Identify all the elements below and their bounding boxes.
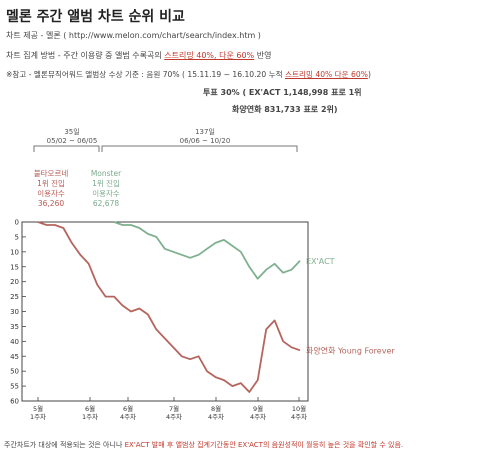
red-annotation-title: 불타오르네 [33,169,69,178]
y-tick-label: 20 [10,278,19,286]
footer-highlight: EX'ACT 발매 후 앨범상 집계기간동안 EX'ACT의 음원성적이 월등히… [124,441,404,449]
y-tick-label: 30 [10,308,19,316]
x-tick-label-week: 4주차 [250,412,266,421]
red-annotation: 불타오르네 1위 진입 이용자수 36,260 [30,169,72,209]
series-label-exact: EX'ACT [306,257,335,266]
y-tick-label: 45 [10,353,19,361]
x-tick-label-week: 4주차 [208,412,224,421]
vote-line-1: 투표 30% ( EX'ACT 1,148,998 표로 1위 [203,88,362,97]
x-tick-label-month: 7월 [169,404,179,413]
red-annotation-users-label: 이용자수 [37,189,65,198]
first-period-range: 05/02 ~ 06/05 [46,137,98,145]
first-brace [33,145,100,152]
x-tick-label-week: 4주차 [166,412,182,421]
first-period-label: 35일 05/02 ~ 06/05 [42,127,102,145]
first-period-days: 35일 [64,128,80,136]
reference-highlight: 스트리밍 40% 다운 60% [285,70,368,79]
green-annotation-users-value: 62,678 [92,199,120,208]
y-tick-label: 35 [10,323,19,331]
x-tick-label-month: 5월 [33,404,43,413]
y-tick-label: 25 [10,293,19,301]
vote-line-2: 화양연화 831,733 표로 2위) [232,105,338,114]
footer-note: 주간차트가 대상에 적용되는 것은 아니나 EX'ACT 발매 후 앨범상 집계… [4,440,403,450]
y-tick-label: 10 [10,248,19,256]
series-label-young-forever: 화양연화 Young Forever [306,346,395,355]
green-annotation: Monster 1위 진입 이용자수 62,678 [86,169,126,209]
x-tick-label-month: 6월 [123,404,133,413]
x-tick-label-week: 1주차 [30,412,46,421]
y-tick-label: 40 [10,338,19,346]
y-tick-label: 15 [10,263,19,271]
second-period-range: 06/06 ~ 10/20 [179,137,231,145]
brace-lines [33,145,298,152]
y-tick-label: 60 [10,398,19,406]
x-tick-label-week: 4주차 [120,412,136,421]
y-tick-label: 50 [10,368,19,376]
y-tick-label: 0 [15,219,19,227]
second-brace [101,145,298,152]
green-annotation-title: Monster [90,169,122,178]
reference-suffix: ) [367,70,371,79]
green-annotation-users-label: 이용자수 [92,189,120,198]
x-tick-label-week: 4주차 [291,412,307,421]
y-tick-label: 55 [10,383,19,391]
x-tick-label-month: 9월 [253,404,263,413]
x-tick-label-month: 10월 [292,404,306,413]
red-annotation-users-value: 36,260 [37,199,65,208]
second-period-days: 137일 [195,128,215,136]
method-line: 차트 집계 방법 - 주간 이용량 중 앨범 수록곡의 스트리밍 40%, 다운… [6,50,271,61]
source-line: 차트 제공 - 멜론 ( http://www.melon.com/chart/… [6,31,261,40]
x-tick-label-month: 6월 [85,404,95,413]
plot-frame [21,221,309,402]
series-line-exact [113,221,301,280]
series-line-young-forever [37,221,301,393]
method-suffix: 반영 [254,51,272,60]
method-highlight: 스트리밍 40%, 다운 60% [164,51,255,60]
footer-prefix: 주간차트가 대상에 적용되는 것은 아니나 [4,441,125,449]
page-title: 멜론 주간 앨범 차트 순위 비교 [6,9,185,25]
red-annotation-entry: 1위 진입 [37,179,65,188]
x-tick-label-week: 1주차 [82,412,98,421]
x-tick-label-month: 8월 [211,404,221,413]
method-prefix: 차트 집계 방법 - 주간 이용량 중 앨범 수록곡의 [6,51,165,60]
y-tick-label: 5 [15,233,19,241]
reference-prefix: ※참고 - 멜론뮤직어워드 앨범상 수상 기준 : 음원 70% ( 15.11… [6,70,286,79]
second-period-label: 137일 06/06 ~ 10/20 [170,127,240,145]
green-annotation-entry: 1위 진입 [92,179,120,188]
reference-line: ※참고 - 멜론뮤직어워드 앨범상 수상 기준 : 음원 70% ( 15.11… [6,69,371,80]
